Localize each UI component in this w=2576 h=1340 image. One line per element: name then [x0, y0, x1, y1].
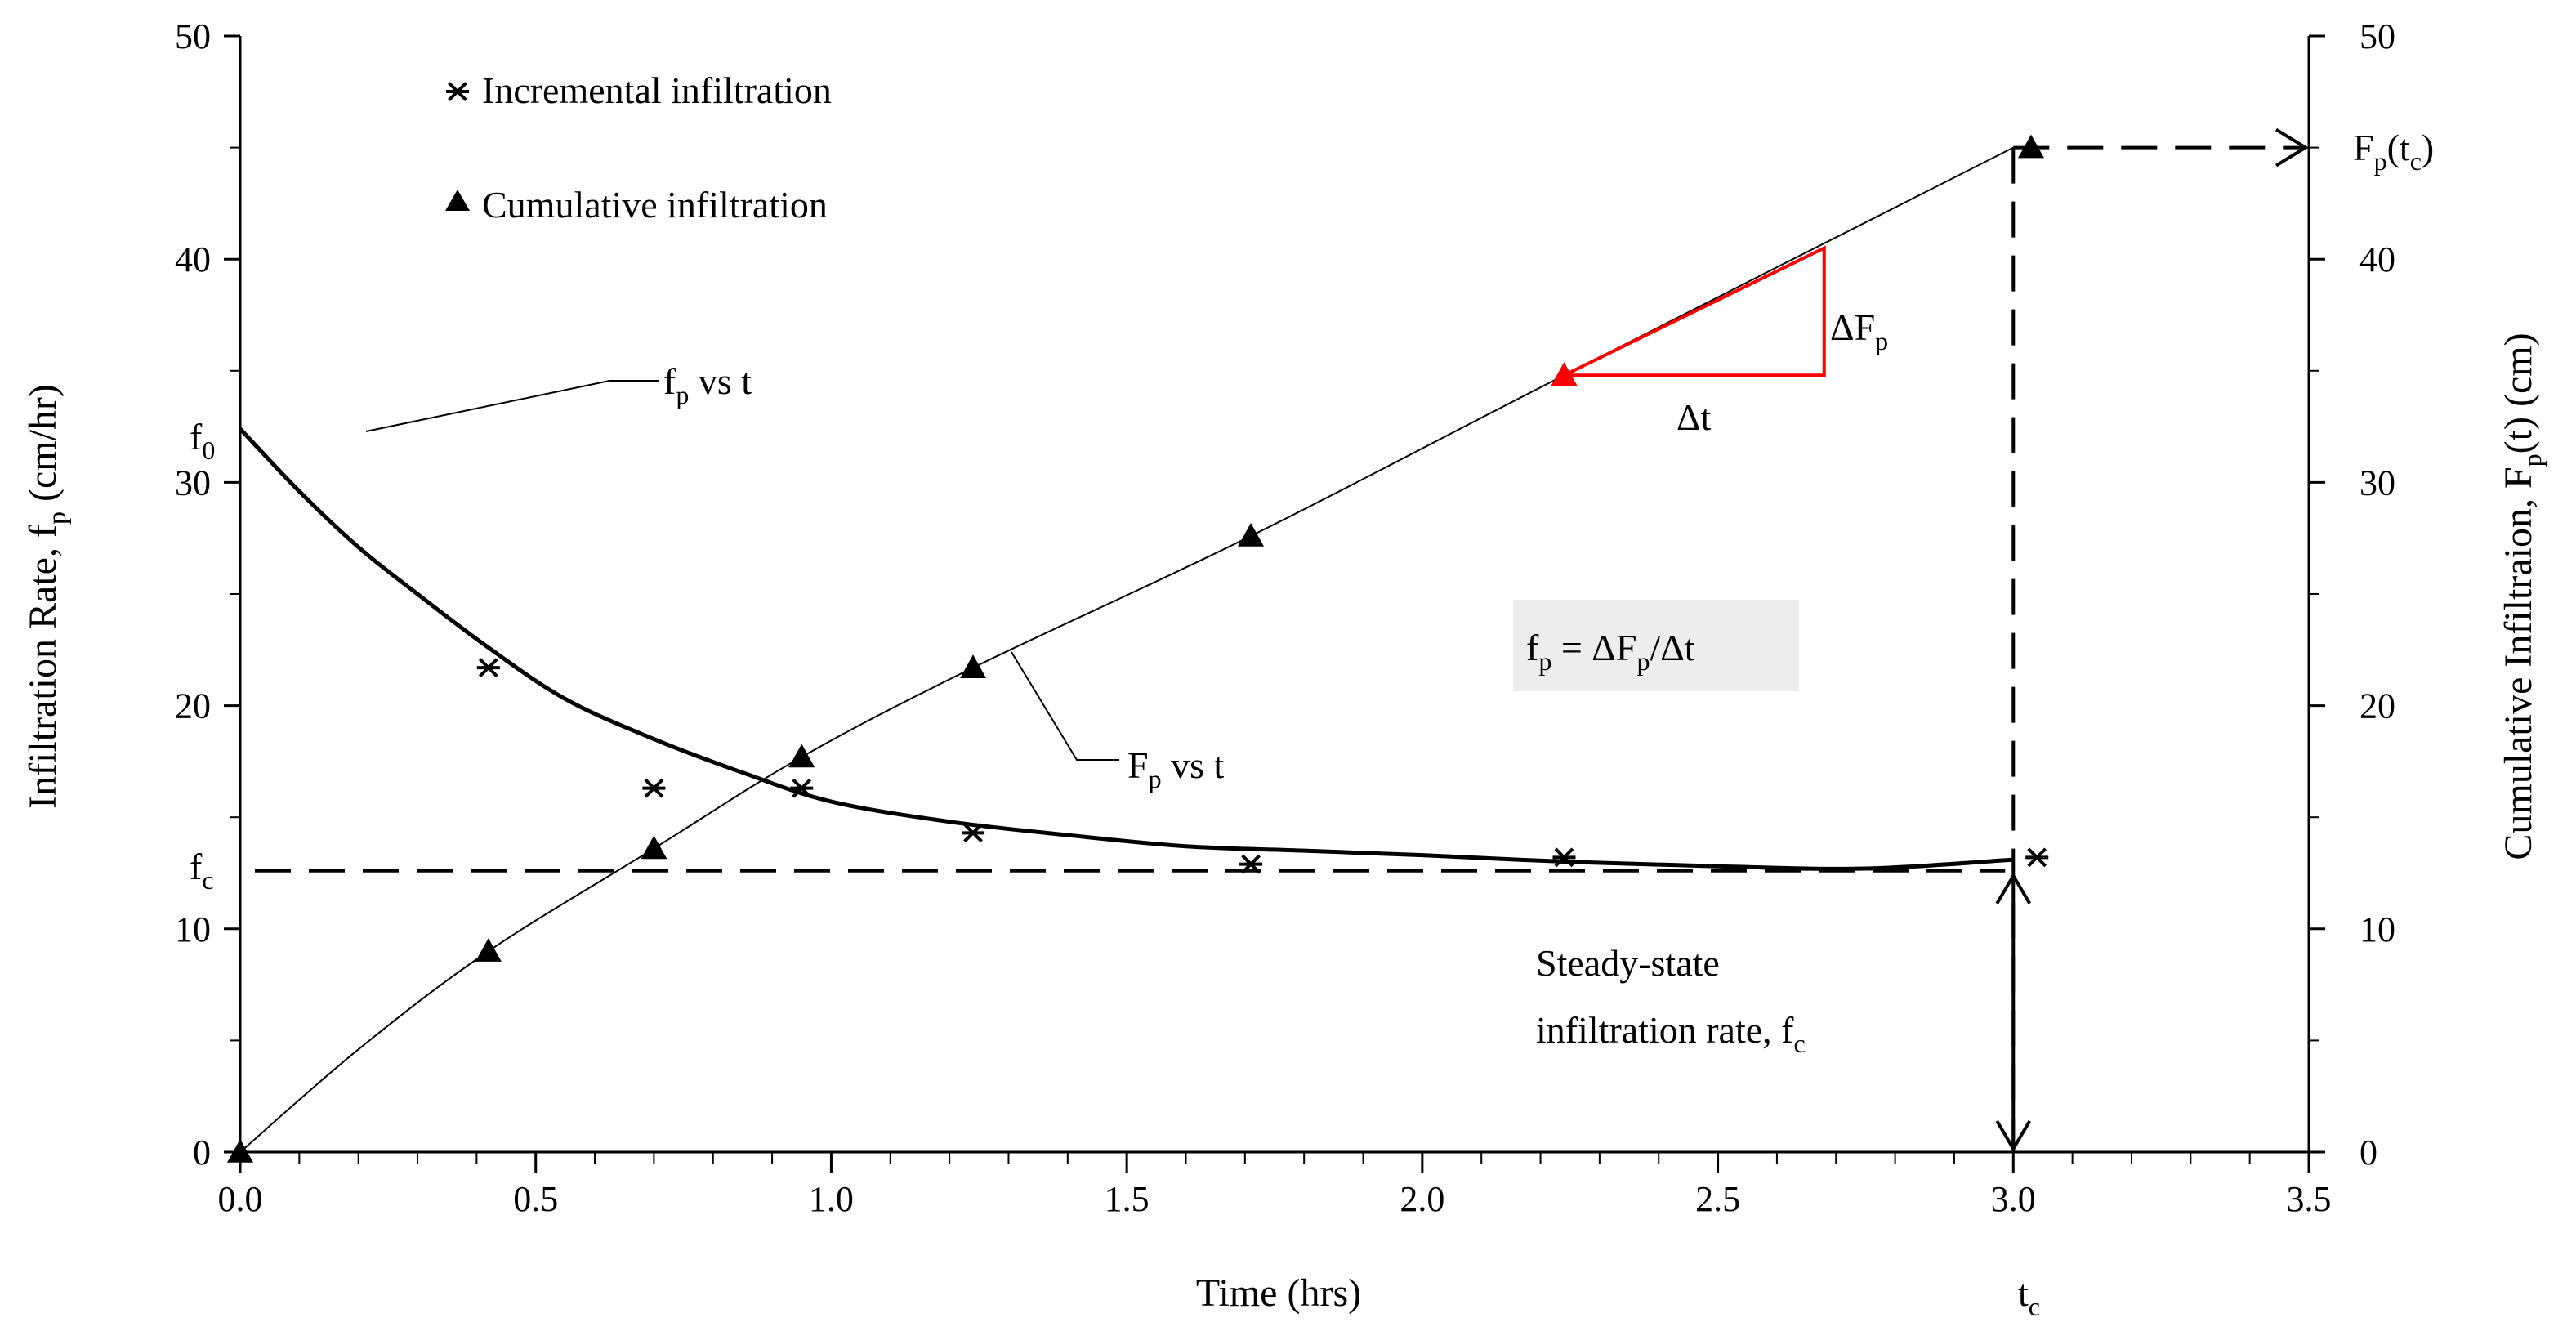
incremental-infiltration-point — [2025, 847, 2049, 868]
formula-box — [1513, 600, 1799, 691]
x-tick-label: 0.5 — [513, 1179, 558, 1219]
steady-state-line1: Steady-state — [1536, 942, 1720, 984]
incremental-infiltration-point — [962, 823, 985, 843]
fp-tc-arrowhead — [2275, 127, 2309, 168]
fp-vs-t-label: fp vs t — [663, 360, 752, 409]
right-y-axis-title: Cumulative Infiltraion, Fp(t) (cm) — [2497, 333, 2547, 860]
left-y-tick-label: 30 — [175, 462, 211, 502]
legend-triangle-icon — [445, 190, 470, 211]
cumulative-infiltration-point — [227, 1139, 253, 1163]
x-axis-title: Time (hrs) — [1196, 1271, 1361, 1315]
cumulative-infiltration-point — [475, 938, 502, 962]
slope-triangle — [1563, 245, 1826, 377]
Fp-vs-t-label: Fp vs t — [1127, 744, 1224, 793]
left-y-tick-label: 20 — [175, 686, 211, 726]
right-y-tick-label: 30 — [2359, 462, 2395, 502]
curve-fp-vs-t — [239, 427, 2014, 871]
delta-Fp-label: ΔFp — [1830, 306, 1888, 355]
right-y-tick-label: 50 — [2359, 16, 2395, 56]
x-tick-label: 2.0 — [1400, 1179, 1444, 1219]
fp-label-leader — [365, 380, 659, 432]
incremental-infiltration-point — [790, 778, 814, 798]
legend-incremental-label: Incremental infiltration — [482, 69, 832, 111]
Fp-tc-label: Fp(tc) — [2353, 127, 2434, 176]
cumulative-infiltration-point — [960, 654, 987, 678]
x-tick-label: 2.5 — [1695, 1179, 1740, 1219]
incremental-infiltration-point — [476, 658, 500, 678]
right-y-tick-label: 20 — [2359, 686, 2395, 726]
x-tick-label: 0.0 — [218, 1179, 263, 1219]
legend-cumulative-label: Cumulative infiltration — [482, 184, 828, 226]
x-tick-label: 1.0 — [809, 1179, 854, 1219]
left-y-tick-label: 50 — [175, 16, 211, 56]
x-tick-label: 1.5 — [1105, 1179, 1150, 1219]
fc-label: fc — [190, 846, 214, 895]
data-markers — [227, 134, 2049, 1163]
left-y-axis-title: Infiltration Rate, fp (cm/hr) — [21, 384, 71, 809]
left-y-tick-label: 10 — [175, 909, 211, 949]
incremental-infiltration-point — [1239, 854, 1263, 874]
left-y-tick-label: 0 — [193, 1132, 211, 1172]
axis-ticks — [224, 34, 2325, 1173]
left-y-tick-label: 40 — [175, 239, 211, 279]
tc-label: tc — [2018, 1272, 2040, 1321]
axis-tick-labels: 0.0 0.5 1.0 1.5 2.0 2.5 3.0 3.5 0 10 20 30 40 50 0 10 20… — [175, 16, 2395, 1219]
cumulative-infiltration-point — [1238, 522, 1265, 547]
Fp-label-leader — [1011, 651, 1119, 761]
cumulative-infiltration-point — [641, 835, 667, 860]
steady-state-arrowhead-top — [1995, 872, 2032, 904]
x-tick-label: 3.5 — [2287, 1179, 2332, 1219]
right-y-tick-label: 0 — [2359, 1132, 2377, 1172]
delta-t-label: Δt — [1676, 396, 1712, 438]
incremental-infiltration-point — [642, 778, 666, 798]
legend-asterisk-icon — [446, 82, 469, 101]
f0-label: f0 — [190, 416, 215, 465]
right-y-tick-label: 10 — [2359, 909, 2395, 949]
steady-state-line2: infiltration rate, fc — [1536, 1009, 1806, 1058]
legend-asterisk-mark — [446, 82, 469, 101]
formula-text: fp = ΔFp/Δt — [1526, 627, 1695, 676]
cumulative-infiltration-point — [788, 744, 815, 768]
cumulative-infiltration-point — [2017, 134, 2044, 159]
slope-triangle-red-marker — [1551, 362, 1578, 386]
incremental-infiltration-point — [1552, 847, 1576, 868]
steady-state-arrowhead-bottom — [1995, 1119, 2032, 1152]
x-tick-label: 3.0 — [1991, 1179, 2036, 1219]
legend: Incremental infiltration Cumulative infi… — [445, 69, 832, 226]
right-y-tick-label: 40 — [2359, 239, 2395, 279]
